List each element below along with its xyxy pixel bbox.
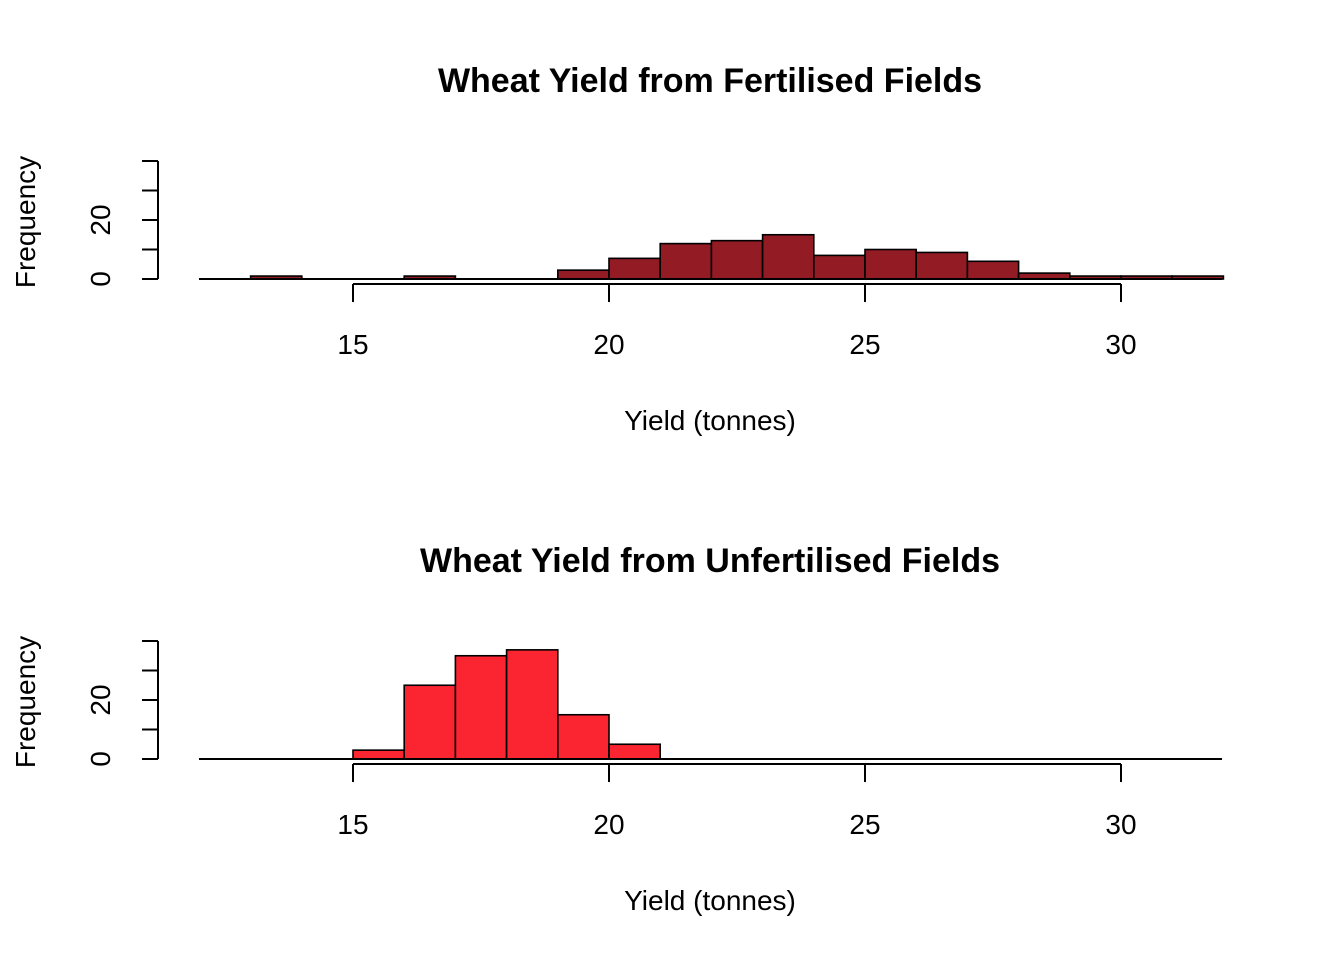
histogram-panel-2: Wheat Yield from Unfertilised Fields 15 20… [10,542,1222,916]
x-tick-label: 20 [593,329,624,360]
bar [608,743,662,760]
bar [966,260,1020,280]
bar [352,749,406,760]
bar [505,649,559,760]
bar [556,269,610,280]
x-tick-label: 20 [593,809,624,840]
y-axis-label: Frequency [10,636,41,768]
bar [454,654,508,760]
y-tick-label: 20 [85,204,116,235]
bar [403,684,457,760]
bar [659,242,713,280]
histogram-panel-1: Wheat Yield from Fertilised Fields 15 20 25… [10,62,1225,436]
x-tick-label: 25 [849,329,880,360]
chart-title: Wheat Yield from Unfertilised Fields [420,542,1000,580]
chart-title: Wheat Yield from Fertilised Fields [438,62,982,100]
bars [352,649,662,760]
bar [608,257,662,280]
x-tick-label: 25 [849,809,880,840]
bar [915,251,969,280]
y-tick-label: 0 [85,271,116,287]
x-tick-label: 15 [337,329,368,360]
x-tick-label: 30 [1105,329,1136,360]
x-axis-label: Yield (tonnes) [624,885,796,916]
bar [812,254,866,280]
y-tick-label: 0 [85,751,116,767]
bar [761,233,815,280]
x-axis-label: Yield (tonnes) [624,405,796,436]
bar [864,248,918,280]
bars [249,233,1225,280]
x-tick-label: 30 [1105,809,1136,840]
y-tick-label: 20 [85,684,116,715]
y-axis-label: Frequency [10,156,41,288]
bar [556,713,610,760]
x-tick-label: 15 [337,809,368,840]
bar [710,239,764,280]
